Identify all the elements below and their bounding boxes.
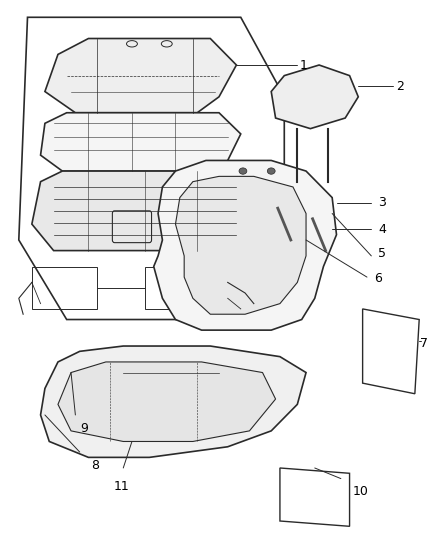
Text: 3: 3 [378,196,386,209]
Ellipse shape [286,193,299,202]
Text: 4: 4 [378,223,386,236]
Polygon shape [41,113,241,171]
Polygon shape [41,346,306,457]
Ellipse shape [317,199,330,207]
Text: 6: 6 [374,272,382,285]
Polygon shape [154,160,336,330]
Text: 7: 7 [420,337,427,350]
Text: 8: 8 [91,459,99,472]
Polygon shape [45,38,237,113]
Polygon shape [32,171,254,251]
Ellipse shape [239,168,247,174]
Text: 10: 10 [353,486,368,498]
Text: 11: 11 [113,480,129,493]
Text: 2: 2 [396,80,403,93]
Text: 1: 1 [300,59,308,71]
Text: 5: 5 [378,247,386,260]
Polygon shape [271,65,358,128]
Ellipse shape [267,168,275,174]
Ellipse shape [280,206,289,211]
Ellipse shape [315,216,323,221]
Polygon shape [176,176,306,314]
Polygon shape [58,362,276,441]
Text: 9: 9 [80,422,88,435]
